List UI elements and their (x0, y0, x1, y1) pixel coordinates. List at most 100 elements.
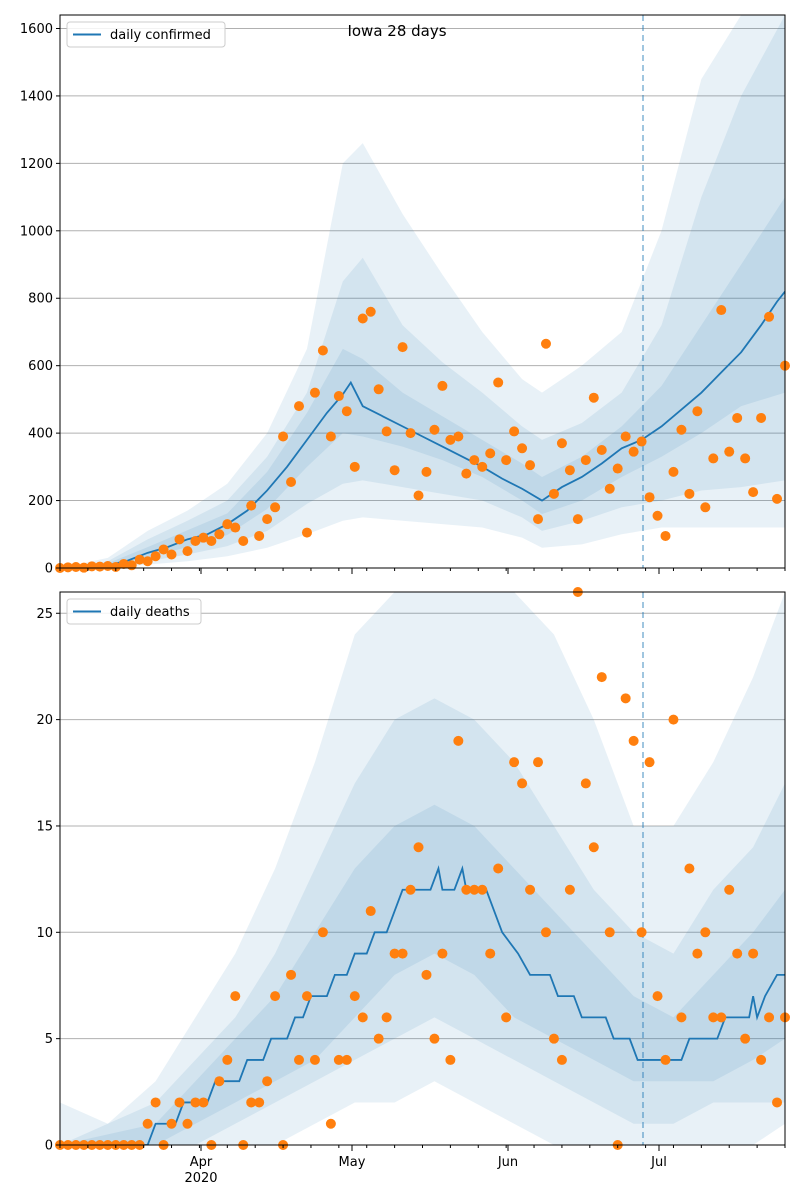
observed-point (684, 488, 695, 499)
y-tick-label: 20 (36, 713, 53, 728)
observed-point (612, 463, 623, 474)
observed-point (62, 562, 73, 573)
legend-box (66, 598, 202, 625)
y-tick-label: 0 (45, 562, 53, 577)
observed-point (150, 1097, 161, 1108)
observed-point (349, 461, 360, 472)
observed-point (397, 948, 408, 959)
band-outer (60, 592, 785, 1145)
observed-point (453, 735, 464, 746)
observed-point (381, 1012, 392, 1023)
median-line (60, 865, 785, 1145)
observed-point (222, 519, 233, 530)
y-tick-label: 25 (36, 607, 53, 622)
observed-point (509, 757, 520, 768)
observed-point (724, 446, 735, 457)
x-tick-label: Jun (497, 1155, 518, 1170)
observed-point (214, 1076, 225, 1087)
legend-label: daily deaths (110, 605, 190, 620)
observed-point (517, 778, 528, 789)
observed-point (301, 991, 312, 1002)
observed-point (317, 345, 328, 356)
observed-point (174, 1097, 185, 1108)
observed-point (405, 884, 416, 895)
observed-point (437, 380, 448, 391)
observed-point (142, 556, 153, 567)
y-tick-label: 1000 (20, 224, 53, 239)
observed-point (756, 412, 767, 423)
observed-point (118, 558, 129, 569)
band-middle (60, 698, 785, 1145)
observed-point (270, 502, 281, 513)
observed-point (421, 969, 432, 980)
observed-point (493, 863, 504, 874)
observed-point (246, 500, 257, 511)
observed-point (501, 455, 512, 466)
observed-point (405, 428, 416, 439)
observed-point (469, 455, 480, 466)
observed-point (445, 1054, 456, 1065)
observed-point (628, 735, 639, 746)
observed-point (357, 1012, 368, 1023)
observed-point (628, 446, 639, 457)
observed-point (294, 1054, 305, 1065)
observed-point (652, 991, 663, 1002)
observed-point (485, 948, 496, 959)
observed-point (94, 561, 105, 572)
observed-point (421, 466, 432, 477)
observed-point (580, 778, 591, 789)
x-tick-label: Apr (190, 1155, 213, 1170)
legend: daily deaths (66, 598, 202, 625)
observed-point (469, 884, 480, 895)
observed-point (676, 424, 687, 435)
legend-box (66, 21, 226, 48)
observed-point (206, 536, 217, 547)
observed-point (254, 530, 265, 541)
observed-point (309, 387, 320, 398)
observed-point (540, 927, 551, 938)
observed-point (445, 434, 456, 445)
observed-point (772, 1097, 783, 1108)
observed-point (676, 1012, 687, 1023)
observed-point (748, 487, 759, 498)
observed-point (365, 906, 376, 917)
observed-point (509, 426, 520, 437)
observed-point (644, 492, 655, 503)
observed-point (317, 927, 328, 938)
observed-point (604, 927, 615, 938)
observed-point (620, 431, 631, 442)
observed-point (437, 948, 448, 959)
panel-daily-confirmed: 0 200 400 600 800 1000 1200 1400 1600 Iowa 28 day… (20, 14, 790, 577)
observed-point (772, 493, 783, 504)
y-tick-label: 800 (28, 292, 53, 307)
observed-point (748, 948, 759, 959)
observed-point (668, 714, 679, 725)
observed-point (262, 514, 273, 525)
legend: daily confirmed (66, 21, 226, 48)
observed-point (461, 468, 472, 479)
observed-point (230, 522, 241, 533)
observed-point (150, 551, 161, 562)
observed-point (214, 529, 225, 540)
observed-point (564, 465, 575, 476)
observed-point (413, 842, 424, 853)
observed-point (732, 412, 743, 423)
observed-point (389, 948, 400, 959)
y-tick-label: 600 (28, 359, 53, 374)
observed-point (373, 384, 384, 395)
median-series (60, 865, 785, 1145)
band-inner (60, 197, 785, 568)
observed-point (429, 1033, 440, 1044)
observed-point (254, 1097, 265, 1108)
observed-point (365, 306, 376, 317)
observed-point (270, 991, 281, 1002)
observed-point (588, 392, 599, 403)
observed-point (174, 534, 185, 545)
observed-point (501, 1012, 512, 1023)
band-middle (60, 15, 785, 568)
band-outer (60, 15, 785, 568)
observed-point (517, 443, 528, 454)
observed-point (341, 1054, 352, 1065)
